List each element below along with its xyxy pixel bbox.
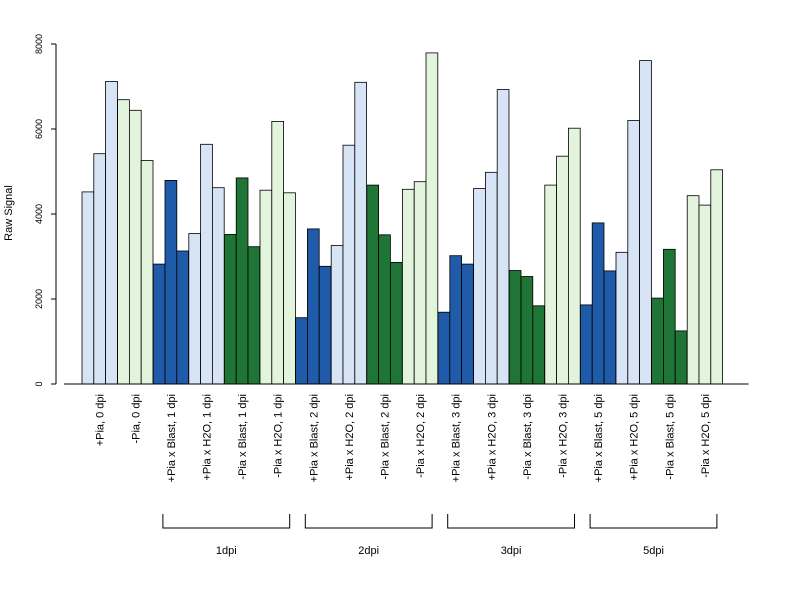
bar xyxy=(152,263,166,385)
group-bracket xyxy=(447,514,575,529)
bar xyxy=(318,265,332,385)
bar xyxy=(295,317,308,385)
bar xyxy=(520,276,534,385)
bar xyxy=(389,261,403,385)
bar xyxy=(674,330,688,385)
bar xyxy=(544,184,557,385)
y-tick-label: 2000 xyxy=(34,289,44,309)
bar xyxy=(259,189,273,385)
x-category-label: -Pia x H2O, 5 dpi xyxy=(700,394,712,478)
bar xyxy=(651,297,664,385)
y-tick-label: 0 xyxy=(34,381,44,386)
x-category-label: +Pia x Blast, 5 dpi xyxy=(593,394,605,482)
bar xyxy=(235,177,249,385)
x-category-label: -Pia x H2O, 2 dpi xyxy=(415,394,427,478)
group-bracket xyxy=(162,514,291,529)
x-category-label: -Pia x H2O, 3 dpi xyxy=(558,394,570,478)
groups-layer: 1dpi 2dpi 3dpi 5dpi xyxy=(162,514,718,557)
bar xyxy=(508,270,522,385)
bar xyxy=(710,169,723,385)
bar xyxy=(140,160,154,385)
bar xyxy=(93,153,107,385)
x-category-label: +Pia x H2O, 5 dpi xyxy=(629,394,641,481)
group-bracket xyxy=(589,514,718,529)
bar xyxy=(401,188,415,385)
bar xyxy=(698,204,712,385)
bar xyxy=(247,246,261,385)
x-category-label: +Pia x Blast, 2 dpi xyxy=(308,394,320,482)
x-category-label: -Pia x H2O, 1 dpi xyxy=(273,394,285,478)
bar xyxy=(271,121,284,385)
group-bracket xyxy=(304,514,433,529)
bar xyxy=(283,192,296,385)
y-axis-title: Raw Signal xyxy=(3,185,15,241)
x-category-label: +Pia x H2O, 3 dpi xyxy=(486,394,498,481)
bar xyxy=(686,195,700,385)
bar xyxy=(413,181,427,385)
bar xyxy=(603,270,617,385)
bar xyxy=(496,89,510,385)
y-tick-label: 8000 xyxy=(34,34,44,54)
bar xyxy=(639,60,652,385)
bar xyxy=(425,52,439,385)
bar xyxy=(330,245,344,385)
bar xyxy=(164,179,178,385)
bar xyxy=(223,233,237,385)
bar xyxy=(591,222,605,385)
x-category-label: +Pia x Blast, 1 dpi xyxy=(166,394,178,482)
bar xyxy=(580,304,593,385)
bar xyxy=(568,127,581,385)
x-category-label: -Pia x Blast, 1 dpi xyxy=(237,394,249,480)
x-category-label: +Pia x H2O, 1 dpi xyxy=(202,394,214,481)
y-tick-label: 4000 xyxy=(34,204,44,224)
bar xyxy=(378,234,391,385)
bar xyxy=(128,109,142,385)
bar xyxy=(556,155,569,385)
bar xyxy=(188,233,202,385)
bar xyxy=(473,188,486,385)
bar xyxy=(211,187,225,385)
bar xyxy=(81,191,95,385)
bar xyxy=(342,144,356,385)
bar xyxy=(449,255,462,385)
y-tick-label: 6000 xyxy=(34,119,44,139)
group-label: 1dpi xyxy=(216,545,237,557)
bar xyxy=(200,143,213,385)
x-category-label: -Pia x Blast, 5 dpi xyxy=(664,394,676,480)
bar xyxy=(176,250,190,385)
bar xyxy=(461,263,474,385)
bar xyxy=(615,251,629,385)
axes-layer: 0 2000 4000 6000 8000 xyxy=(34,34,749,387)
group-label: 2dpi xyxy=(358,545,379,557)
bar xyxy=(366,184,379,385)
x-category-label: +Pia x Blast, 3 dpi xyxy=(451,394,463,482)
bar xyxy=(117,99,130,385)
x-category-label: +Pia, 0 dpi xyxy=(95,394,107,446)
group-label: 5dpi xyxy=(643,545,664,557)
x-category-label: -Pia, 0 dpi xyxy=(130,394,142,444)
group-label: 3dpi xyxy=(501,545,522,557)
x-category-label: -Pia x Blast, 3 dpi xyxy=(522,394,534,480)
bar xyxy=(306,228,320,385)
bar xyxy=(484,171,498,385)
bar xyxy=(437,311,451,385)
bar xyxy=(627,120,640,385)
bars-layer xyxy=(81,52,723,385)
bar xyxy=(354,81,367,385)
bar xyxy=(663,248,676,385)
bar xyxy=(105,81,118,385)
x-category-label: +Pia x H2O, 2 dpi xyxy=(344,394,356,481)
bar xyxy=(532,305,545,385)
x-category-label: -Pia x Blast, 2 dpi xyxy=(380,394,392,480)
labels-layer: +Pia, 0 dpi -Pia, 0 dpi +Pia x Blast, 1 dp… xyxy=(95,394,712,482)
